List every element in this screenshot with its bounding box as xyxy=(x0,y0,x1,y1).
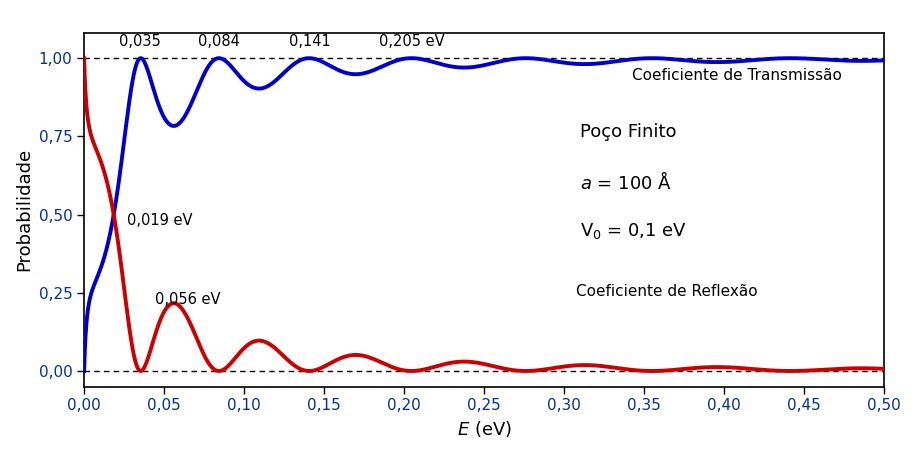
Text: 0,019 eV: 0,019 eV xyxy=(127,213,192,228)
Text: Poço Finito: Poço Finito xyxy=(580,123,677,141)
Text: 0,084: 0,084 xyxy=(198,34,239,49)
Text: 0,205 eV: 0,205 eV xyxy=(379,34,445,49)
Y-axis label: Probabilidade: Probabilidade xyxy=(15,148,33,271)
Text: 0,056 eV: 0,056 eV xyxy=(155,291,220,306)
Text: 0,141: 0,141 xyxy=(289,34,331,49)
X-axis label: $E$ (eV): $E$ (eV) xyxy=(457,419,512,439)
Text: $a$ = 100 Å: $a$ = 100 Å xyxy=(580,171,672,192)
Text: V$_0$ = 0,1 eV: V$_0$ = 0,1 eV xyxy=(580,221,687,241)
Text: Coeficiente de Reflexão: Coeficiente de Reflexão xyxy=(576,284,758,299)
Text: 0,035: 0,035 xyxy=(119,34,161,49)
Text: Coeficiente de Transmissão: Coeficiente de Transmissão xyxy=(632,68,842,83)
